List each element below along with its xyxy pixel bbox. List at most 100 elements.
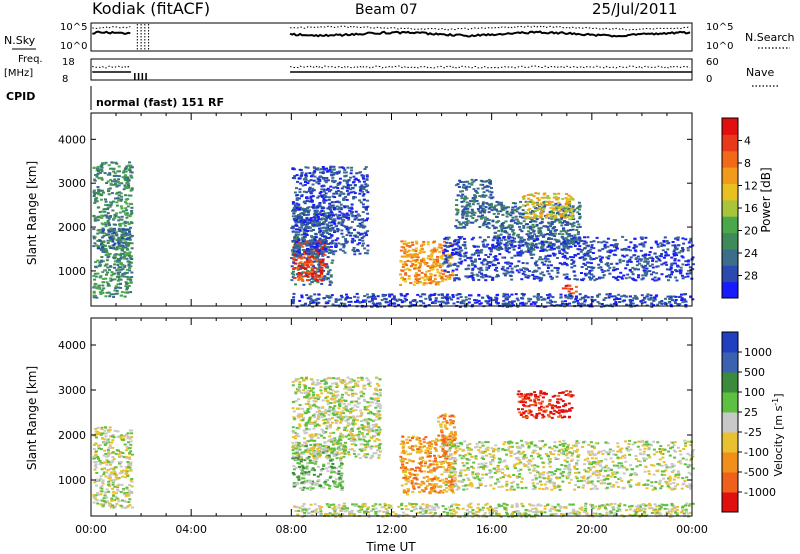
data-cell	[561, 205, 565, 208]
data-cell	[521, 294, 525, 297]
data-cell	[305, 243, 309, 246]
data-cell	[322, 194, 326, 196]
data-cell	[463, 259, 467, 262]
data-cell	[96, 172, 100, 175]
data-cell	[375, 302, 379, 305]
data-cell	[101, 260, 105, 263]
data-cell	[368, 300, 372, 303]
data-cell	[293, 236, 297, 239]
data-cell	[528, 270, 531, 273]
data-cell	[640, 278, 644, 281]
data-cell	[668, 276, 672, 279]
data-cell	[526, 242, 530, 245]
data-cell	[686, 246, 690, 249]
data-cell	[547, 221, 551, 224]
data-cell	[113, 254, 116, 257]
data-cell	[456, 301, 460, 303]
data-cell	[364, 252, 367, 255]
data-cell	[93, 178, 96, 181]
data-cell	[564, 215, 568, 217]
data-cell	[96, 426, 100, 429]
data-cell	[312, 278, 315, 281]
data-cell	[309, 175, 313, 178]
data-cell	[563, 303, 567, 305]
data-cell	[640, 242, 644, 245]
data-cell	[626, 260, 630, 263]
data-cell	[297, 249, 301, 252]
data-cell	[533, 213, 537, 216]
data-cell	[539, 202, 543, 205]
data-cell	[392, 295, 396, 298]
data-cell	[129, 492, 133, 495]
data-cell	[343, 205, 346, 208]
data-cell	[325, 242, 329, 245]
data-cell	[578, 245, 582, 248]
data-cell	[312, 171, 316, 174]
data-cell	[295, 194, 299, 197]
data-cell	[542, 235, 545, 238]
data-cell	[120, 274, 124, 277]
data-cell	[514, 208, 518, 211]
data-cell	[414, 272, 418, 274]
data-cell	[128, 492, 132, 495]
data-cell	[471, 203, 475, 206]
data-cell	[495, 242, 499, 244]
data-cell	[484, 254, 488, 256]
data-cell	[424, 297, 428, 300]
data-cell	[293, 244, 297, 247]
data-cell	[568, 218, 572, 221]
data-cell	[550, 214, 554, 217]
data-cell	[322, 188, 326, 191]
data-cell	[410, 241, 414, 244]
data-cell	[113, 178, 117, 181]
data-cell	[309, 191, 313, 194]
data-cell	[503, 302, 507, 305]
freq-label-1: Freq.	[18, 54, 43, 65]
data-cell	[590, 269, 594, 272]
data-cell	[118, 271, 122, 274]
data-cell	[323, 275, 327, 278]
data-cell	[339, 206, 343, 209]
data-cell	[291, 201, 295, 204]
data-cell	[120, 504, 124, 507]
data-cell	[129, 461, 133, 464]
data-cell	[336, 237, 340, 240]
data-cell	[467, 204, 471, 207]
data-cell	[417, 261, 421, 264]
data-cell	[536, 298, 540, 301]
data-cell	[513, 237, 516, 240]
data-cell	[96, 239, 100, 242]
data-cell	[587, 244, 590, 247]
data-cell	[485, 268, 489, 271]
data-cell	[532, 277, 536, 280]
data-cell	[442, 253, 446, 256]
data-cell	[565, 199, 569, 202]
data-cell	[117, 453, 121, 456]
data-cell	[344, 214, 348, 217]
data-cell	[424, 275, 428, 278]
data-cell	[559, 293, 563, 296]
data-cell	[293, 204, 297, 207]
data-cell	[644, 254, 648, 257]
data-cell	[313, 239, 317, 242]
data-cell	[340, 212, 344, 215]
data-cell	[125, 271, 129, 274]
data-cell	[120, 233, 124, 236]
data-cell	[487, 227, 491, 229]
data-cell	[126, 245, 130, 247]
data-cell	[104, 221, 107, 224]
data-cell	[638, 262, 642, 265]
data-cell	[435, 248, 439, 251]
data-cell	[464, 187, 468, 190]
data-cell	[101, 479, 105, 482]
nsky-trace	[92, 30, 131, 35]
data-cell	[537, 231, 541, 234]
data-cell	[476, 245, 480, 248]
data-cell	[536, 293, 540, 295]
data-cell	[325, 278, 329, 281]
data-cell	[329, 245, 333, 248]
data-cell	[350, 232, 353, 235]
data-cell	[472, 188, 476, 191]
data-cell	[340, 166, 344, 169]
data-cell	[441, 294, 445, 297]
